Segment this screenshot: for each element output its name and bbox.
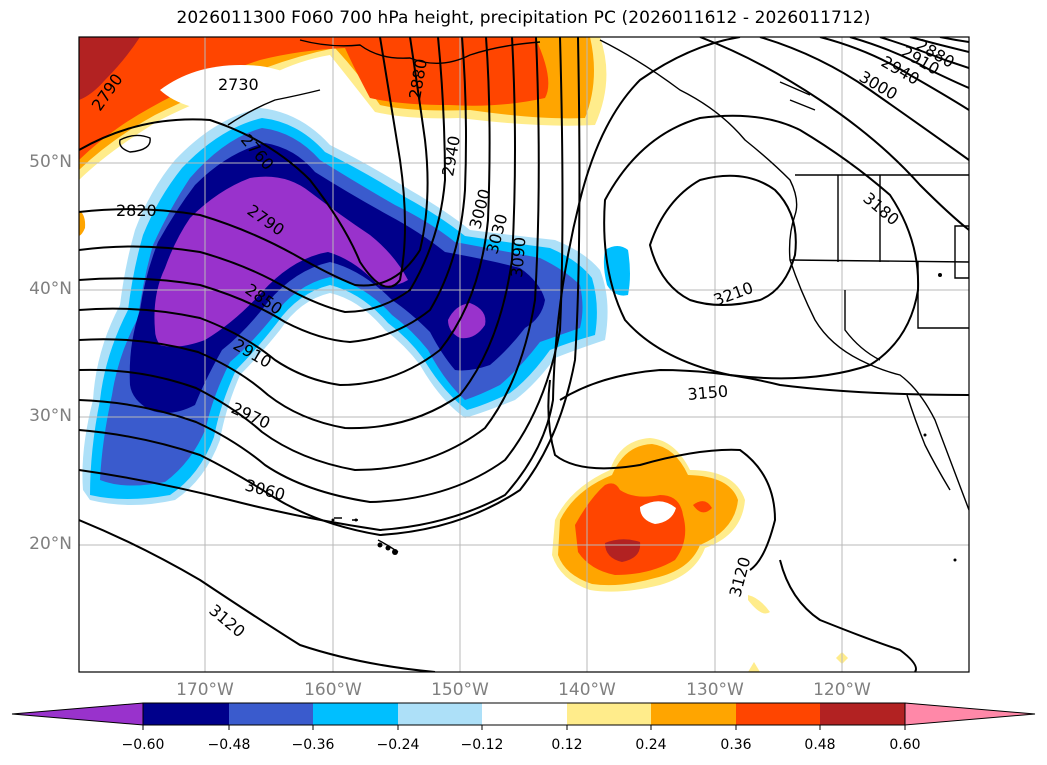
colorbar-tick-label: 0.12 xyxy=(551,737,583,753)
colorbar-extend-min xyxy=(11,702,144,726)
colorbar-tick-label: 0.36 xyxy=(720,737,752,753)
colorbar-cell xyxy=(313,703,398,725)
lon-label: 150°W xyxy=(431,680,489,700)
lon-label: 130°W xyxy=(686,680,744,700)
colorbar-cell xyxy=(398,703,482,725)
colorbar xyxy=(11,702,1036,730)
precip-positive-north xyxy=(79,37,607,236)
lon-label: 140°W xyxy=(558,680,616,700)
contour-label: 3120 xyxy=(205,601,248,642)
colorbar-frame xyxy=(142,702,906,726)
colorbar-cell xyxy=(482,703,567,725)
map-frame xyxy=(78,36,970,673)
lat-label: 40°N xyxy=(29,279,72,299)
colorbar-tick-label: −0.60 xyxy=(121,737,165,753)
colorbar-extend-max xyxy=(904,702,1036,726)
contour-label: 3060 xyxy=(243,476,287,505)
precip-negative xyxy=(82,108,630,505)
lat-label: 50°N xyxy=(29,152,72,172)
islands xyxy=(331,273,957,562)
colorbar-cell xyxy=(567,703,651,725)
lon-label: 160°W xyxy=(304,680,362,700)
map-title: 2026011300 F060 700 hPa height, precipit… xyxy=(176,8,871,28)
contour-label: 2730 xyxy=(218,75,259,94)
colorbar-cell xyxy=(736,703,820,725)
contour-label: 3180 xyxy=(859,189,902,230)
lat-label: 30°N xyxy=(29,406,72,426)
colorbar-tick-label: −0.12 xyxy=(460,737,504,753)
contour-label: 3150 xyxy=(687,382,729,404)
lon-label: 120°W xyxy=(813,680,871,700)
colorbar-tick-label: 0.60 xyxy=(889,737,921,753)
lon-label: 170°W xyxy=(176,680,234,700)
contour-label: 2820 xyxy=(116,201,157,220)
contour-label: 2970 xyxy=(228,398,273,432)
coastlines xyxy=(119,39,969,553)
colorbar-cell xyxy=(820,703,905,725)
lat-label: 20°N xyxy=(29,534,72,554)
colorbar-cell xyxy=(651,703,736,725)
colorbar-tick-label: 0.48 xyxy=(804,737,836,753)
colorbar-tick-label: −0.24 xyxy=(376,737,420,753)
contour-label: 3090 xyxy=(507,236,529,278)
precip-positive-south xyxy=(552,438,848,672)
contour-label: 3120 xyxy=(726,555,755,599)
colorbar-cell xyxy=(229,703,313,725)
graticule xyxy=(79,37,969,672)
height-contours xyxy=(79,37,969,672)
colorbar-tick-label: −0.36 xyxy=(291,737,335,753)
colorbar-tick-label: 0.24 xyxy=(635,737,667,753)
colorbar-tick-label: −0.48 xyxy=(207,737,251,753)
colorbar-cell xyxy=(143,703,229,725)
